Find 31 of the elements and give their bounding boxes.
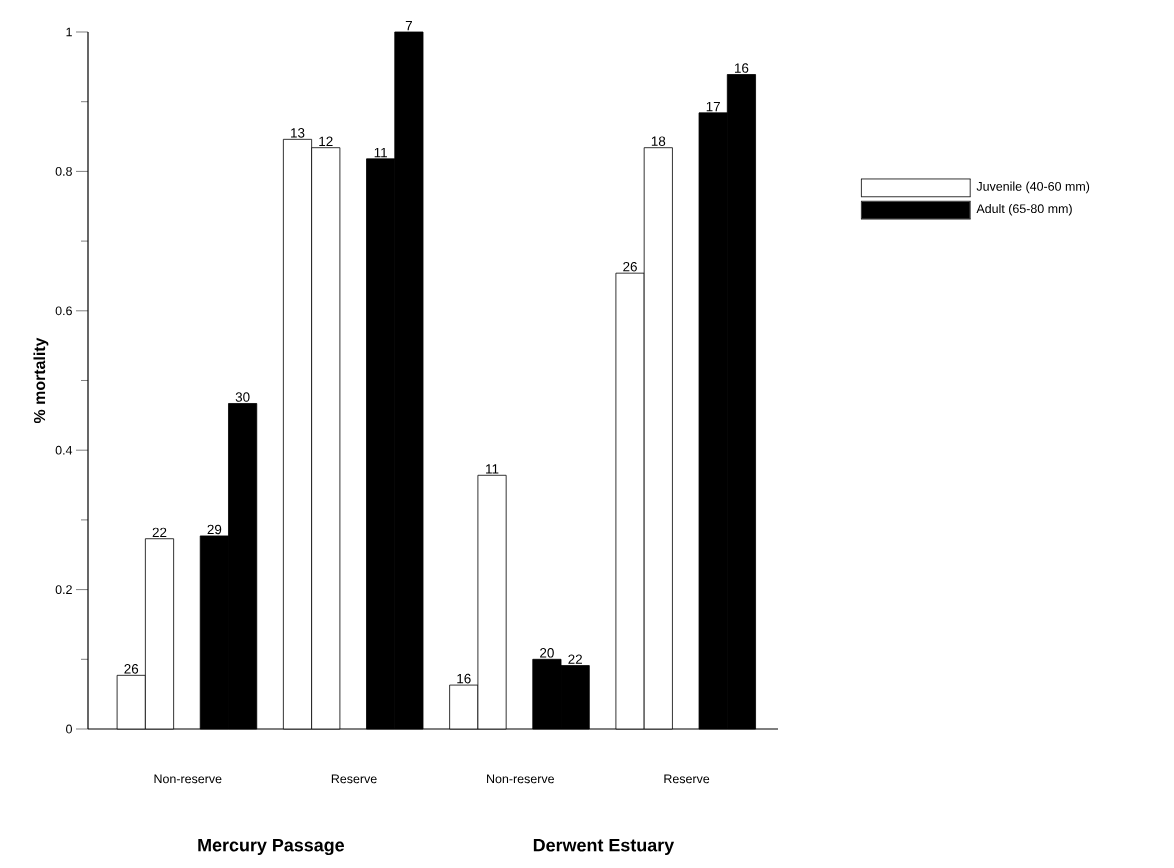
annotation: 16 (457, 673, 471, 684)
x-tick-label: Reserve (331, 774, 377, 784)
x-tick-label: Non-reserve (487, 774, 554, 784)
annotation: 22 (568, 654, 582, 664)
y-tick-label: 1 (66, 27, 72, 37)
annotation: 11 (374, 147, 387, 158)
annotation: 17 (706, 101, 720, 112)
text: Derwent Estuary (533, 838, 675, 856)
y-tick-label: 0.4 (55, 445, 73, 455)
annotation: 26 (124, 664, 139, 674)
annotation: 26 (623, 261, 637, 272)
annotation: 13 (291, 128, 305, 138)
y-tick-label: 0 (66, 724, 72, 734)
annotation: 30 (235, 392, 250, 402)
legend-label: Juvenile (40-60 mm) (976, 181, 1090, 194)
annotation: 18 (651, 136, 666, 146)
y-tick-label: 0.2 (55, 585, 72, 595)
y-tick-label: 0.8 (55, 166, 72, 176)
x-tick-label: Non-reserve (154, 774, 222, 784)
annotation: 29 (207, 524, 222, 535)
text: 7 (405, 21, 412, 31)
x-tick-label: Reserve (664, 774, 710, 784)
annotation: 12 (319, 136, 333, 146)
legend-label: Adult (65-80 mm) (976, 203, 1072, 216)
y-axis-title: % mortality (33, 337, 49, 424)
annotation: 16 (734, 63, 749, 73)
text: Mercury Passage (198, 838, 345, 856)
annotation: 22 (152, 527, 167, 538)
annotation: 20 (540, 648, 554, 658)
y-tick-label: 0.6 (55, 306, 72, 316)
annotation: 11 (486, 464, 499, 474)
